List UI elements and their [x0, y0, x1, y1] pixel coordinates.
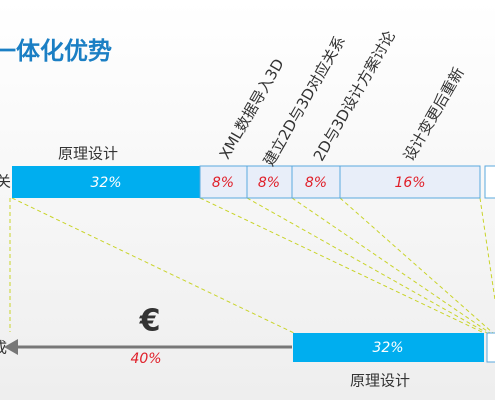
segment-label: 8% [305, 175, 327, 191]
segment [246, 165, 293, 199]
bottom-bar-label: 32% [372, 340, 403, 356]
segment [339, 165, 481, 199]
saving: 40% [130, 351, 161, 367]
bottom-label: 原理设计 [350, 372, 410, 390]
segment [484, 165, 495, 199]
segment-label: 8% [212, 175, 234, 191]
arrow-label: 成 [0, 339, 7, 357]
edge-label: 关 [0, 173, 11, 191]
bottom-bar [293, 333, 484, 362]
connectors [9, 197, 495, 334]
bottom-bar-next [486, 332, 495, 363]
bar-label: 原理设计 [58, 145, 118, 163]
segment [199, 165, 248, 199]
currency: € [139, 304, 161, 339]
segment [12, 166, 200, 198]
title: 一体化优势 [0, 37, 112, 65]
segment-label: 8% [258, 175, 280, 191]
segment-label: 32% [90, 175, 121, 191]
segment-label: 16% [394, 175, 425, 191]
arrow-head [4, 339, 18, 355]
